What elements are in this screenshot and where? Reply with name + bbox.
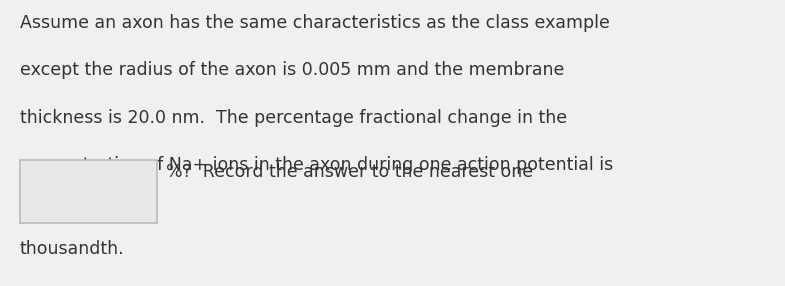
Text: except the radius of the axon is 0.005 mm and the membrane: except the radius of the axon is 0.005 m…	[20, 61, 564, 80]
Text: %?  Record the answer to the nearest one: %? Record the answer to the nearest one	[166, 163, 534, 181]
Text: concentration of Na+ ions in the axon during one action potential is: concentration of Na+ ions in the axon du…	[20, 156, 613, 174]
Text: thousandth.: thousandth.	[20, 240, 124, 258]
FancyBboxPatch shape	[20, 160, 157, 223]
Text: Assume an axon has the same characteristics as the class example: Assume an axon has the same characterist…	[20, 14, 609, 32]
Text: thickness is 20.0 nm.  The percentage fractional change in the: thickness is 20.0 nm. The percentage fra…	[20, 109, 567, 127]
